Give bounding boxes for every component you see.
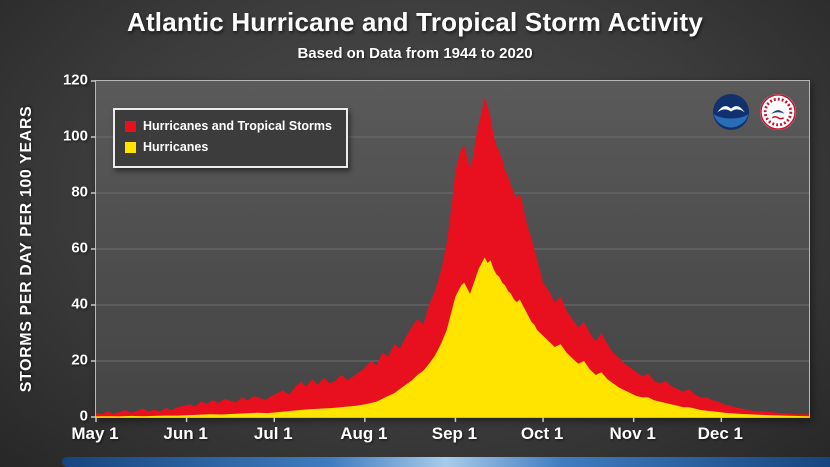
y-tick-label: 0: [79, 407, 88, 425]
x-tick-label: Jun 1: [163, 424, 208, 443]
x-tick-label: Nov 1: [609, 424, 656, 443]
legend-item-combined: Hurricanes and Tropical Storms: [125, 116, 332, 137]
y-tick-label: 60: [71, 239, 88, 257]
hurricane-series-swatch: [125, 142, 136, 154]
x-tick-label: Oct 1: [520, 424, 564, 443]
combined-series-swatch: [125, 121, 136, 133]
x-tick-labels: May 1 Jun 1 Jul 1 Aug 1 Sep 1 Oct 1 Nov 1 Dec 1: [71, 424, 810, 448]
x-tick-label: Jul 1: [253, 424, 293, 443]
y-tick-label: 80: [71, 183, 88, 201]
y-tick-label: 120: [62, 71, 88, 89]
bottom-accent-bar: [62, 457, 830, 467]
legend-label-hurricanes: Hurricanes: [143, 140, 209, 155]
nws-logo: [759, 93, 797, 131]
y-tick-labels: 0 20 40 60 80 100 120: [52, 72, 88, 425]
x-tick-label: Dec 1: [697, 424, 744, 443]
plot-area: Hurricanes and Tropical Storms Hurricane…: [91, 80, 810, 422]
agency-logos: [712, 93, 797, 131]
chart-legend: Hurricanes and Tropical Storms Hurricane…: [113, 108, 348, 168]
noaa-logo: [712, 93, 750, 131]
x-tick-label: May 1: [71, 424, 119, 443]
y-tick-label: 20: [71, 351, 88, 369]
legend-label-combined: Hurricanes and Tropical Storms: [143, 119, 332, 133]
y-tick-label: 100: [62, 127, 88, 145]
y-axis-title: STORMS PER DAY PER 100 YEARS: [18, 105, 35, 393]
chart-subtitle: Based on Data from 1944 to 2020: [297, 45, 533, 62]
x-tick-label: Aug 1: [340, 424, 388, 443]
y-tick-label: 40: [71, 295, 88, 313]
legend-item-hurricanes: Hurricanes: [125, 137, 332, 158]
x-tick-label: Sep 1: [431, 424, 478, 443]
chart-title: Atlantic Hurricane and Tropical Storm Ac…: [126, 7, 704, 37]
